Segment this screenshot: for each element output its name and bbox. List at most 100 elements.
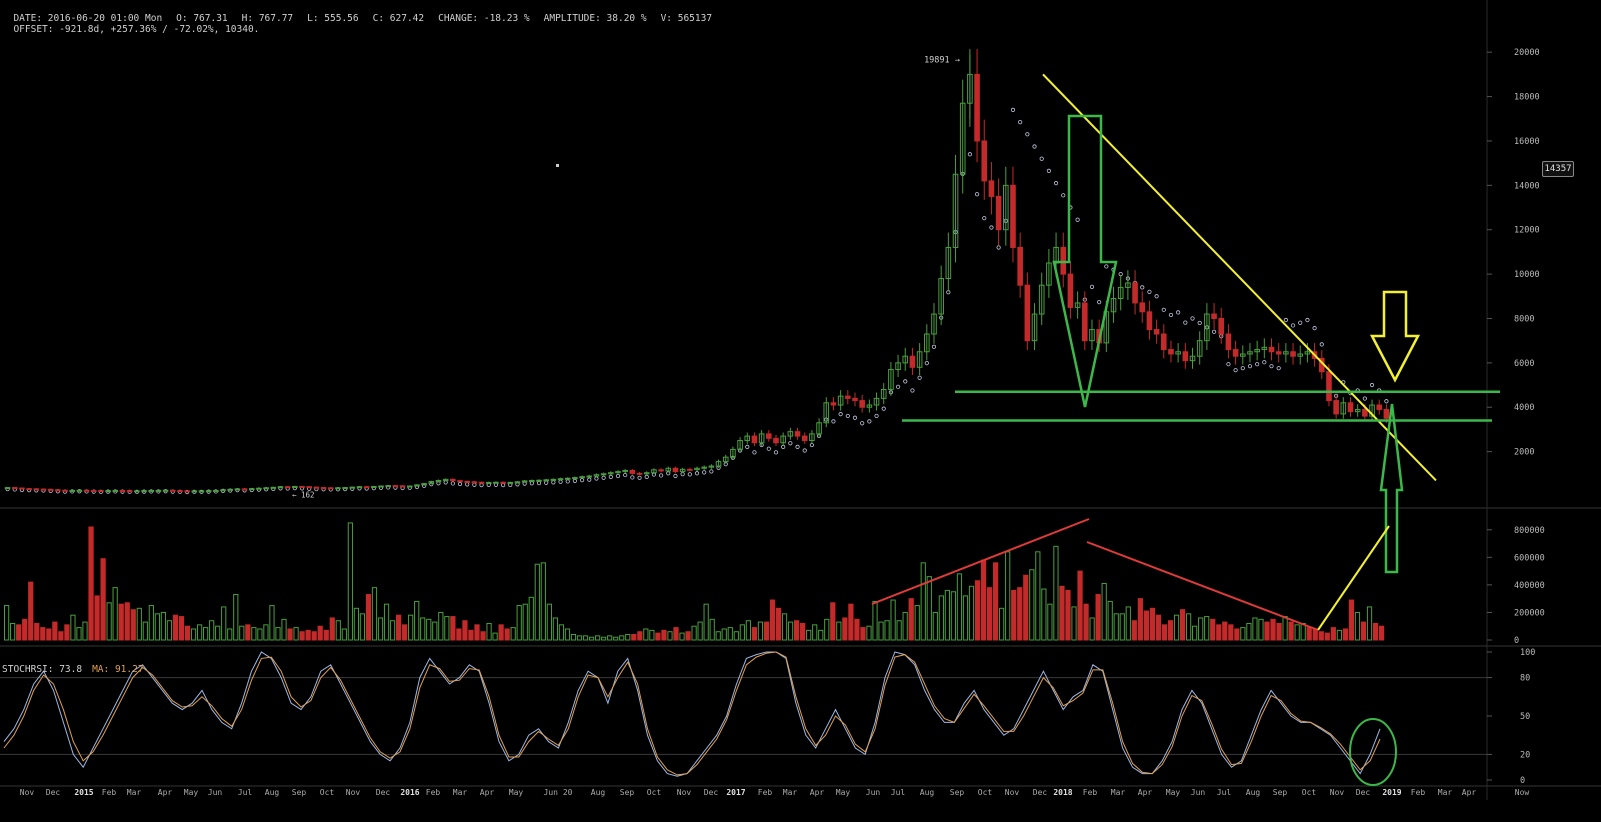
volume-bar-down <box>908 598 914 641</box>
sar-dot <box>809 442 815 448</box>
header-offset: OFFSET: -921.8d, +257.36% / -72.02%, 103… <box>13 24 260 35</box>
sar-dot <box>1190 316 1195 321</box>
candle-up <box>349 486 356 489</box>
x-axis-label: Apr <box>480 788 495 797</box>
volume-bar-down <box>52 621 58 641</box>
x-axis-label: Dec <box>46 788 61 797</box>
candle-up <box>665 467 672 472</box>
volume-bar-up <box>619 635 625 641</box>
volume-bar-up <box>1366 606 1373 641</box>
candle-down <box>1326 371 1332 402</box>
volume-bar-up <box>582 635 589 641</box>
volume-bar-down <box>88 526 94 641</box>
x-axis-label: Oct <box>1302 788 1317 797</box>
sar-dot <box>1233 368 1238 373</box>
candle-up <box>744 435 751 442</box>
volume-bar-up <box>1053 545 1059 641</box>
sar-dot <box>630 475 635 480</box>
volume-bar-up <box>106 602 112 641</box>
candle-down <box>658 469 664 472</box>
volume-bar-up <box>383 603 390 641</box>
volume-bar-down <box>480 631 486 641</box>
volume-bar-up <box>962 595 969 641</box>
candle-down <box>313 486 320 489</box>
sar-dot <box>989 225 994 230</box>
volume-bar-up <box>667 631 673 641</box>
volume-bar-down <box>323 629 329 641</box>
candle-up <box>916 351 923 368</box>
sar-dot <box>752 450 757 455</box>
x-axis-label: May <box>509 788 524 797</box>
volume-bar-down <box>184 625 191 641</box>
volume-bar-up <box>944 589 950 641</box>
volume-bar-up <box>540 562 546 641</box>
x-axis-label: Apr <box>1462 788 1477 797</box>
candle-down <box>909 355 916 368</box>
volume-bar-up <box>818 629 824 641</box>
volume-bar-down <box>1312 628 1318 641</box>
stoch-tick-label: 80 <box>1520 674 1530 684</box>
green-down-arrow <box>1052 114 1118 408</box>
volume-bar-up <box>607 635 613 641</box>
candle-down <box>636 472 643 475</box>
sar-dot <box>1097 300 1102 305</box>
descending-trendline <box>1042 73 1437 482</box>
volume-bar-down <box>1179 609 1186 641</box>
volume-bar-down <box>1330 627 1336 641</box>
candle-up <box>521 480 528 483</box>
candle-down <box>845 395 851 399</box>
x-axis-label: Mar <box>783 788 798 797</box>
volume-bar-up <box>649 629 655 641</box>
volume-bar-up <box>492 632 498 641</box>
candle-up <box>873 397 880 406</box>
volume-bar-down <box>22 618 28 641</box>
volume-bar-up <box>112 587 118 641</box>
peak-label: 19891 → <box>924 56 960 66</box>
volume-bar-down <box>974 580 981 641</box>
x-axis-label: Dec <box>376 788 391 797</box>
candle-down <box>306 486 313 489</box>
volume-bar-up <box>956 573 963 641</box>
volume-bar-up <box>70 614 76 641</box>
candle-up <box>4 487 11 490</box>
candle-up <box>134 490 140 493</box>
volume-bar-up <box>389 620 396 641</box>
volume-bar-up <box>926 576 932 641</box>
volume-bar-up <box>1185 613 1192 641</box>
candle-up <box>385 485 392 488</box>
volume-bar-down <box>16 624 22 641</box>
candle-down <box>1024 284 1031 342</box>
volume-bar-down <box>64 624 70 641</box>
volume-bar-down <box>305 629 311 641</box>
volume-bar-up <box>697 621 703 641</box>
volume-bar-up <box>426 618 432 641</box>
volume-bar-down <box>848 603 854 641</box>
candle-up <box>292 485 298 488</box>
volume-bar-up <box>836 621 842 641</box>
sar-dot <box>1276 366 1281 371</box>
volume-bar-up <box>1101 583 1107 641</box>
candle-down <box>1211 313 1217 319</box>
candle-down <box>1168 349 1174 355</box>
candle-down <box>327 487 334 490</box>
price-tick-label: 16000 <box>1514 137 1540 147</box>
candle-up <box>758 433 765 444</box>
volume-bar-up <box>1252 617 1258 641</box>
volume-bar-down <box>1276 622 1282 641</box>
volume-bar-up <box>359 613 366 641</box>
sar-dot <box>1283 317 1288 323</box>
candle-down <box>1182 351 1189 362</box>
volume-bar-up <box>1354 611 1361 641</box>
volume-bar-down <box>58 631 64 641</box>
sar-dot <box>601 475 606 480</box>
candle-up <box>220 489 226 492</box>
x-axis-label: Feb <box>1411 788 1426 797</box>
candle-down <box>1376 404 1383 410</box>
candle-down <box>1362 408 1368 417</box>
volume-bar-up <box>643 628 649 641</box>
sar-dot <box>996 245 1001 250</box>
volume-bar-up <box>1204 616 1210 641</box>
volume-bar-down <box>637 631 643 641</box>
